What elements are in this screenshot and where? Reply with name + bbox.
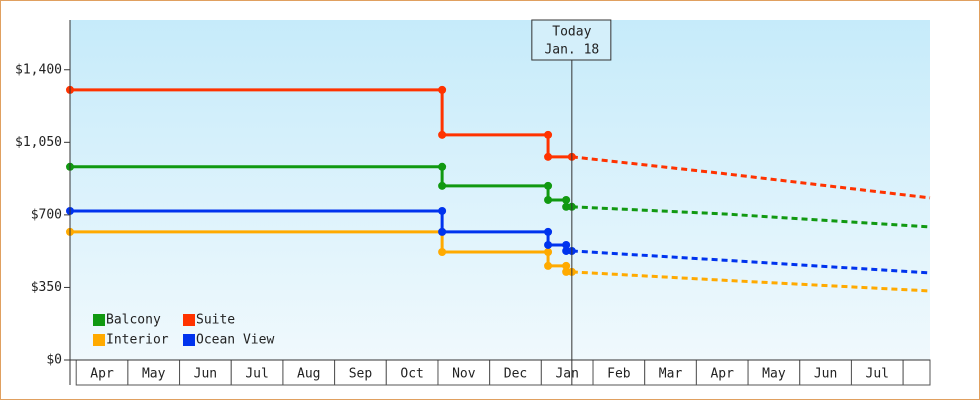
x-tick-cell [747, 359, 801, 386]
point [544, 227, 553, 236]
point [562, 267, 571, 276]
point [562, 240, 571, 249]
legend-label: Balcony [106, 313, 161, 328]
today-date: Jan. 18 [544, 43, 599, 58]
plot-area [70, 20, 930, 360]
legend-swatch [183, 314, 195, 326]
x-tick-label: Jan [555, 367, 578, 382]
x-tick-label: Mar [659, 367, 683, 382]
x-tick-label: Jul [245, 367, 268, 382]
y-tick-label: $350 [31, 280, 62, 295]
point [438, 181, 447, 190]
today-label: Today [552, 25, 591, 40]
legend-swatch [93, 314, 105, 326]
x-tick-cell [644, 359, 697, 386]
y-tick-label: $700 [31, 207, 62, 222]
point [544, 181, 553, 190]
point [438, 227, 447, 236]
point [544, 261, 553, 270]
point [562, 202, 571, 211]
x-tick-label: Apr [710, 367, 734, 382]
point [544, 130, 553, 139]
x-tick-label: May [762, 367, 786, 382]
x-tick-label: Jun [194, 367, 217, 382]
point [438, 206, 447, 215]
x-tick-label: Nov [452, 367, 476, 382]
point [438, 85, 447, 94]
point [562, 246, 571, 255]
x-tick-cell [437, 359, 491, 386]
y-tick-label: $0 [46, 353, 62, 368]
x-tick-label: Sep [349, 367, 373, 382]
x-tick-label: Feb [607, 367, 631, 382]
forecast-line [571, 249, 931, 275]
point [438, 247, 447, 256]
legend-label: Suite [196, 313, 235, 328]
point [544, 247, 553, 256]
x-axis-blank-cell [902, 359, 931, 386]
point [544, 240, 553, 249]
legend-label: Ocean View [196, 333, 274, 348]
y-tick-label: $1,400 [15, 62, 62, 77]
x-tick-label: May [142, 367, 166, 382]
x-tick-cell [799, 359, 852, 386]
legend-swatch [183, 334, 195, 346]
x-tick-label: Jun [814, 367, 837, 382]
point [562, 261, 571, 270]
point [544, 152, 553, 161]
point [544, 195, 553, 204]
x-tick-label: Jul [866, 367, 889, 382]
point [438, 130, 447, 139]
today-box [531, 19, 612, 61]
y-tick-label: $1,050 [15, 135, 62, 150]
x-tick-label: Dec [504, 367, 527, 382]
point [562, 195, 571, 204]
point [438, 162, 447, 171]
legend-label: Interior [106, 333, 169, 348]
forecast-line [571, 205, 931, 229]
forecast-line [571, 155, 931, 200]
x-tick-label: Apr [90, 367, 114, 382]
forecast-line [571, 270, 931, 293]
legend-swatch [93, 334, 105, 346]
x-tick-label: Aug [297, 367, 320, 382]
x-tick-label: Oct [400, 367, 423, 382]
